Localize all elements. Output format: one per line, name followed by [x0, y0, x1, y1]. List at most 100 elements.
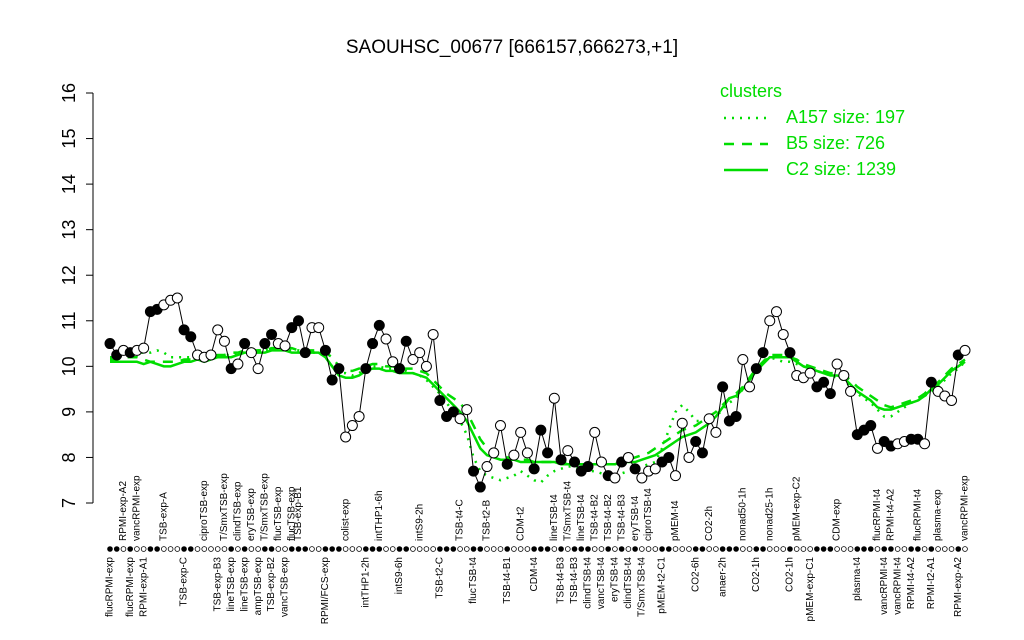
- x-tick-label: TSB-exp-B2: [266, 557, 277, 612]
- x-tick-label: ampTSB-exp: [253, 557, 264, 616]
- data-point: [703, 413, 715, 425]
- condition-dot: [248, 546, 255, 552]
- condition-dot: [369, 546, 376, 552]
- data-point: [387, 356, 399, 368]
- condition-dot: [766, 546, 773, 552]
- condition-dot: [686, 546, 692, 552]
- x-tick-label: RPMI-exp-A1: [138, 557, 149, 617]
- data-point: [454, 413, 466, 425]
- data-point: [252, 363, 264, 375]
- x-tick-label: CO2-6h: [690, 557, 701, 592]
- x-tick-label: RPMI-t4-A2: [906, 557, 917, 610]
- top-label: intS9-2h: [414, 504, 425, 541]
- condition-dot: [457, 546, 463, 552]
- condition-dot: [679, 546, 686, 552]
- condition-dot: [544, 546, 551, 552]
- top-label: TSB-t4-B2: [589, 494, 600, 541]
- x-tick-label: lineTSB-exp: [239, 557, 250, 612]
- x-tick-label: TSB-t2-C: [435, 557, 446, 599]
- top-label: T/SmxTSB-exp: [259, 473, 270, 541]
- condition-dot: [962, 546, 968, 552]
- condition-dot: [867, 546, 874, 552]
- condition-dot: [854, 546, 861, 552]
- top-label: TSB-t4-C: [455, 499, 466, 541]
- data-point: [757, 347, 769, 359]
- data-point: [831, 358, 843, 370]
- condition-dot: [753, 546, 760, 552]
- condition-dot: [699, 546, 706, 552]
- x-tick-label: lineTSB-exp: [226, 557, 237, 612]
- condition-dot: [268, 546, 275, 552]
- condition-dot: [113, 546, 120, 552]
- data-point: [171, 292, 183, 304]
- data-point: [259, 338, 271, 350]
- top-label: plasma-exp: [933, 489, 944, 541]
- condition-dot: [410, 546, 416, 552]
- data-point: [185, 331, 197, 343]
- data-point: [319, 344, 331, 356]
- condition-dot: [389, 546, 396, 552]
- data-point: [468, 465, 480, 477]
- condition-dot: [383, 546, 389, 552]
- condition-dot: [396, 546, 403, 552]
- data-point: [595, 456, 607, 468]
- condition-dot: [315, 546, 322, 552]
- x-tick-label: anaer-2h: [717, 557, 728, 597]
- condition-dot: [430, 546, 436, 552]
- condition-dot: [921, 546, 928, 552]
- condition-dot: [450, 546, 457, 552]
- data-point: [609, 472, 621, 484]
- data-point: [178, 324, 190, 336]
- condition-dot: [134, 546, 140, 552]
- y-tick-label: 8: [59, 452, 79, 462]
- top-label: T/SmxTSB-exp: [219, 473, 230, 541]
- condition-dot: [942, 546, 948, 552]
- data-point: [548, 392, 560, 404]
- condition-dot: [208, 546, 214, 552]
- condition-dot: [740, 546, 746, 552]
- data-point: [279, 340, 291, 352]
- data-point: [447, 406, 459, 418]
- data-point: [481, 461, 493, 473]
- data-point: [461, 404, 473, 416]
- data-point: [663, 451, 675, 463]
- top-label: intTHP1-6h: [374, 490, 385, 541]
- condition-dot: [262, 546, 268, 552]
- x-tick-label: intS9-6h: [394, 557, 405, 594]
- condition-dot: [107, 546, 113, 552]
- condition-dot: [403, 546, 410, 552]
- data-point: [959, 344, 971, 356]
- condition-dot: [349, 546, 356, 552]
- data-point: [865, 420, 877, 432]
- data-point: [683, 451, 695, 463]
- condition-dot: [241, 546, 248, 552]
- top-label: pMEM-t4: [670, 500, 681, 541]
- condition-dot: [161, 546, 167, 552]
- x-tick-label: TSB-t4-B3: [569, 557, 580, 604]
- condition-dot: [908, 546, 914, 552]
- condition-dot: [935, 546, 941, 552]
- data-point: [340, 431, 352, 443]
- data-point: [212, 324, 224, 336]
- y-tick-label: 13: [59, 220, 79, 240]
- condition-dot: [645, 546, 652, 552]
- x-tick-label: TSB-t4-B3: [556, 557, 567, 604]
- top-label: colist-exp: [340, 498, 351, 541]
- top-label: RPMI-t4-A2: [886, 488, 897, 541]
- data-point: [582, 461, 594, 473]
- data-point: [562, 445, 574, 457]
- data-point: [373, 319, 385, 331]
- condition-dot: [517, 546, 524, 552]
- condition-dot: [470, 546, 477, 552]
- top-label: eryTSB-exp: [246, 488, 257, 541]
- y-tick-label: 10: [59, 356, 79, 376]
- data-point: [501, 458, 513, 470]
- condition-dot: [578, 546, 585, 552]
- top-label: flucTSB-exp: [286, 486, 297, 541]
- condition-dot: [538, 546, 544, 552]
- data-point: [622, 451, 634, 463]
- condition-dot: [632, 546, 638, 552]
- top-label: CDM-exp: [832, 498, 843, 541]
- condition-dot: [443, 546, 450, 552]
